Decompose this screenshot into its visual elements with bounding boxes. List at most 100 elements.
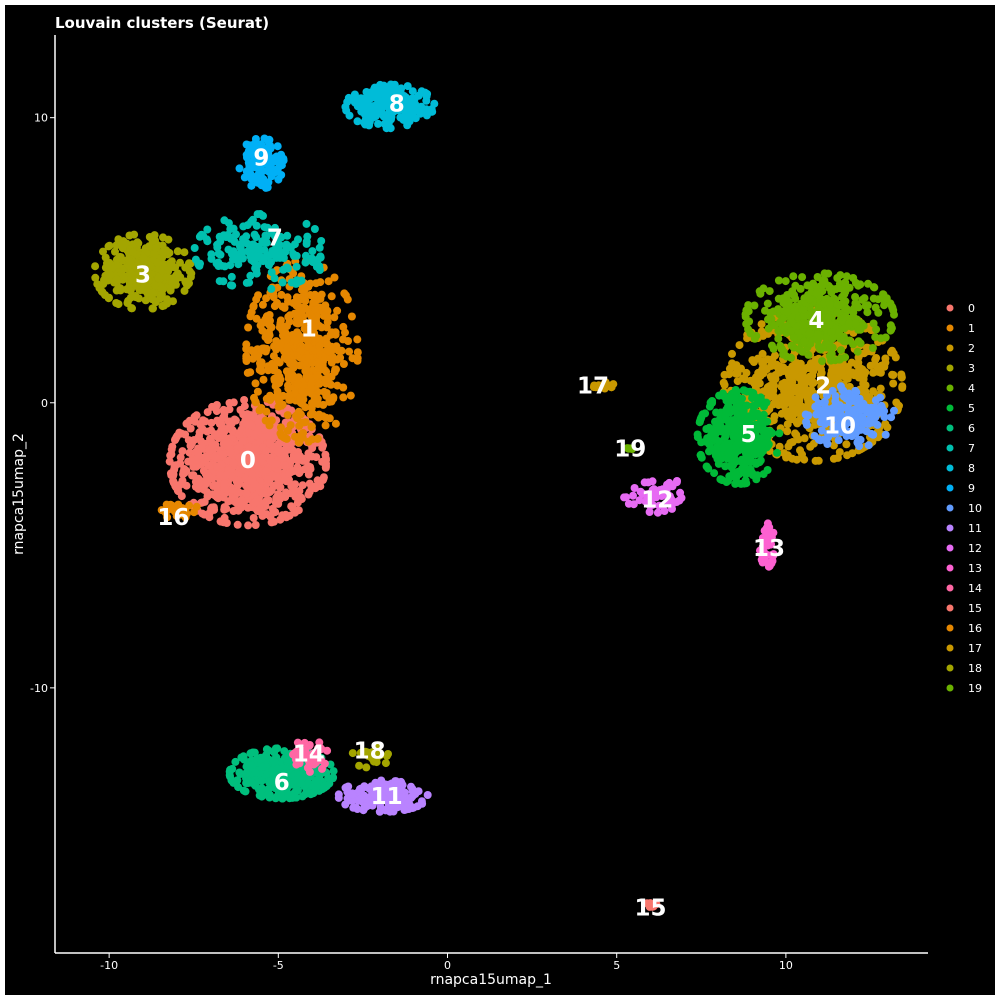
data-point [815, 344, 824, 353]
data-point [789, 363, 798, 372]
data-point [422, 96, 431, 105]
data-point [257, 404, 266, 412]
data-point [272, 157, 281, 166]
legend-label: 7 [968, 442, 975, 455]
cluster-label-1: 1 [301, 317, 317, 343]
data-point [242, 278, 251, 287]
data-point [869, 430, 878, 439]
data-point [854, 281, 863, 290]
legend-item-5: 5 [946, 402, 975, 415]
data-point [248, 255, 257, 264]
data-point [296, 466, 305, 475]
data-point [239, 222, 248, 231]
data-point [407, 782, 415, 791]
data-point [316, 253, 325, 262]
data-point [244, 323, 253, 332]
data-point [284, 384, 293, 393]
data-point [262, 446, 271, 455]
data-point [314, 363, 323, 372]
data-point [872, 325, 881, 334]
data-point [718, 476, 727, 485]
legend-item-1: 1 [946, 322, 975, 335]
data-point [775, 442, 784, 451]
data-point [721, 411, 730, 420]
data-point [235, 453, 244, 462]
data-point [762, 365, 771, 374]
data-point [378, 89, 387, 98]
data-point [282, 477, 291, 486]
data-point [818, 357, 827, 366]
legend-label: 17 [968, 642, 982, 655]
data-point [213, 463, 222, 471]
data-point [199, 231, 208, 240]
legend-item-9: 9 [946, 482, 975, 495]
data-point [176, 453, 185, 462]
cluster-label-11: 11 [371, 784, 403, 810]
data-point [242, 419, 251, 428]
data-point [277, 290, 286, 299]
data-point [845, 370, 854, 379]
data-point [857, 425, 866, 434]
data-point [171, 481, 180, 490]
data-point [275, 358, 284, 367]
data-point [708, 397, 717, 405]
data-point [427, 105, 436, 114]
data-point [814, 406, 823, 415]
y-tick-label: 10 [34, 112, 48, 125]
data-point [209, 504, 218, 513]
data-point [210, 441, 219, 449]
data-point [312, 412, 321, 421]
data-point [334, 790, 343, 799]
data-point [254, 418, 263, 427]
data-point [750, 301, 759, 310]
data-point [341, 328, 349, 337]
data-point [269, 517, 278, 526]
legend-swatch [946, 504, 954, 512]
data-point [861, 302, 870, 310]
data-point [171, 436, 179, 444]
cluster-label-15: 15 [635, 895, 667, 921]
data-point [211, 452, 220, 461]
x-tick-label: 0 [444, 959, 451, 972]
data-point [231, 757, 240, 766]
data-point [101, 253, 110, 262]
data-point [853, 347, 862, 356]
data-point [301, 403, 310, 412]
data-point [317, 237, 326, 245]
data-point [792, 431, 801, 439]
data-point [800, 365, 809, 374]
y-axis-label: rnapca15umap_2 [11, 433, 27, 555]
data-point [339, 383, 348, 392]
data-point [247, 470, 256, 479]
data-point [265, 439, 274, 448]
data-point [244, 521, 253, 530]
data-point [313, 434, 322, 443]
cluster-label-4: 4 [808, 308, 824, 334]
data-point [242, 352, 251, 361]
data-point [323, 313, 332, 321]
data-point [301, 296, 310, 305]
data-point [423, 90, 432, 98]
data-point [165, 457, 174, 466]
data-point [129, 248, 138, 257]
legend-label: 3 [968, 362, 975, 375]
data-point [198, 509, 207, 518]
data-point [269, 293, 278, 302]
data-point [890, 310, 898, 319]
data-point [782, 453, 791, 462]
points-layer [91, 80, 907, 911]
data-point [737, 455, 746, 464]
data-point [777, 345, 786, 353]
data-point [787, 327, 795, 335]
legend-label: 4 [968, 382, 975, 395]
data-point [800, 320, 809, 329]
data-point [357, 107, 366, 116]
data-point [205, 513, 214, 522]
data-point [812, 288, 821, 297]
data-point [283, 411, 292, 420]
data-point [298, 386, 307, 395]
legend-swatch [946, 404, 954, 412]
data-point [152, 243, 161, 252]
data-point [746, 465, 755, 474]
cluster-5-points [693, 386, 784, 488]
